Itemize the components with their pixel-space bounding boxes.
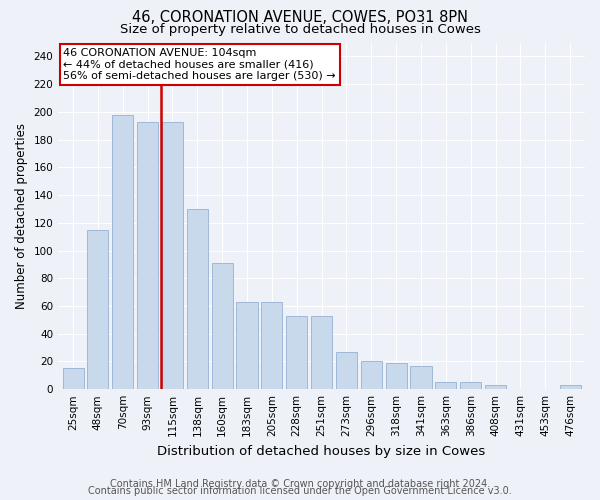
- Text: 46 CORONATION AVENUE: 104sqm
← 44% of detached houses are smaller (416)
56% of s: 46 CORONATION AVENUE: 104sqm ← 44% of de…: [64, 48, 336, 81]
- Bar: [137, 122, 158, 389]
- Bar: [560, 385, 581, 389]
- Text: Size of property relative to detached houses in Cowes: Size of property relative to detached ho…: [119, 22, 481, 36]
- Bar: [212, 263, 233, 389]
- X-axis label: Distribution of detached houses by size in Cowes: Distribution of detached houses by size …: [157, 444, 486, 458]
- Bar: [286, 316, 307, 389]
- Bar: [361, 362, 382, 389]
- Text: Contains public sector information licensed under the Open Government Licence v3: Contains public sector information licen…: [88, 486, 512, 496]
- Bar: [386, 363, 407, 389]
- Bar: [336, 352, 357, 389]
- Bar: [62, 368, 83, 389]
- Bar: [460, 382, 481, 389]
- Bar: [88, 230, 109, 389]
- Bar: [236, 302, 257, 389]
- Bar: [187, 209, 208, 389]
- Y-axis label: Number of detached properties: Number of detached properties: [15, 123, 28, 309]
- Bar: [410, 366, 431, 389]
- Bar: [162, 122, 183, 389]
- Bar: [435, 382, 457, 389]
- Text: Contains HM Land Registry data © Crown copyright and database right 2024.: Contains HM Land Registry data © Crown c…: [110, 479, 490, 489]
- Bar: [262, 302, 283, 389]
- Text: 46, CORONATION AVENUE, COWES, PO31 8PN: 46, CORONATION AVENUE, COWES, PO31 8PN: [132, 10, 468, 25]
- Bar: [112, 114, 133, 389]
- Bar: [311, 316, 332, 389]
- Bar: [485, 385, 506, 389]
